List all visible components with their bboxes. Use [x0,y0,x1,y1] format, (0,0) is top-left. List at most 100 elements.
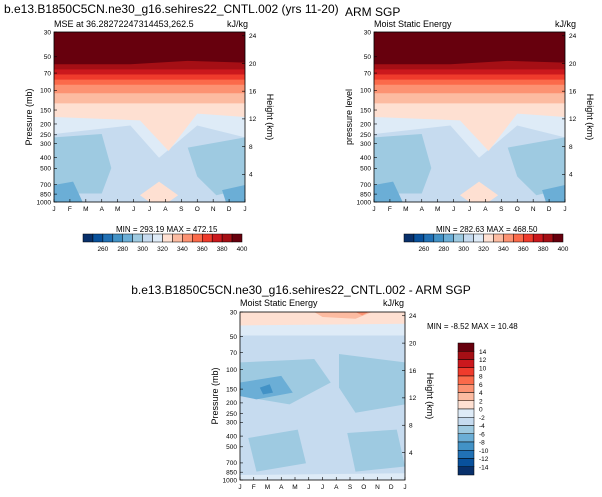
panel-3-colorbar-box [457,417,475,426]
panel-1-x-tick-label: J [132,206,135,213]
panel-3-y2-tick-label: 12 [409,395,417,402]
panel-3-x-tick-label: A [279,484,284,491]
panel-3-y-tick-label: 700 [226,460,237,467]
panel-1-colorbar-label: 340 [177,246,188,253]
panel-2-min-max: MIN = 282.63 MAX = 468.50 [436,225,538,234]
panel-1-y-tick-label: 1000 [37,199,52,206]
panel-3-y-tick-label: 850 [226,470,237,477]
panel-1-colorbar-label: 320 [157,246,168,253]
panel-1-colorbar-box [112,233,123,243]
panel-3-y-tick-label: 500 [226,444,237,451]
panel-3-x-tick-label: J [238,484,241,491]
figure-title-top-left: b.e13.B1850C5CN.ne30_g16.sehires22_CNTL.… [4,2,339,16]
panel-3-y-tick-label: 30 [230,309,238,316]
panel-1-x-tick-label: O [195,206,200,213]
panel-2-contour-region [507,137,565,196]
panel-3-ylabel: Pressure (mb) [210,367,220,424]
panel-3-colorbar-label: -8 [479,440,485,447]
panel-1-colorbar-box [211,233,223,243]
panel-2-x-tick-label: M [403,206,408,213]
panel-1-x-tick-label: J [148,206,151,213]
panel-1-x-tick-label: J [243,206,246,213]
panel-2-colorbar-box [483,233,494,243]
panel-3-left-title: Moist Static Energy [240,298,318,308]
panel-3-contour-region [259,384,273,395]
panel-1-y2-tick-label: 20 [249,61,257,68]
panel-2-x-tick-label: A [420,206,425,213]
panel-1-contour-region [54,96,245,151]
panel-3-x-tick-label: J [307,484,310,491]
panel-1-colorbar-box [162,233,173,243]
panel-3-colorbar-label: 6 [479,382,483,389]
panel-3-y-tick-label: 250 [226,411,237,418]
panel-2-colorbar-label: 380 [538,246,549,253]
panel-2-colorbar-label: 400 [558,246,569,253]
panel-2-x-tick-label: S [499,206,504,213]
panel-2-colorbar-box [513,233,524,243]
panel-2-colorbar-label: 300 [458,246,469,253]
panel-1-y-tick-label: 850 [40,191,51,198]
panel-1-x-tick-label: A [100,206,105,213]
panel-2-colorbar-box [413,233,425,243]
panel-1-colorbar-box [202,233,213,243]
panel-1-x-tick-label: S [179,206,184,213]
panel-1-x-tick-label: F [68,206,72,213]
panel-2-y-tick-label: 100 [360,88,371,95]
panel-3-colorbar-box [457,400,475,410]
panel-2-colorbar-box [493,233,504,243]
panel-1-contour-region [222,185,245,202]
panel-1-colorbar-label: 300 [137,246,148,253]
panel-1-y-tick-label: 100 [40,88,51,95]
panel-3-y-tick-label: 1000 [223,477,238,484]
panel-3-x-tick-label: M [265,484,270,491]
panel-3-y2-tick-label: 20 [409,340,417,347]
panel-3-colorbar-box [457,384,475,393]
panel-2-x-tick-label: N [531,206,536,213]
panel-3-colorbar-label: 14 [479,349,487,356]
panel-3-plot [239,311,406,481]
panel-1-contour-region [54,32,245,65]
panel-3-y-tick-label: 100 [226,367,237,374]
panel-3-contour-region [314,312,372,319]
panel-2-contour-region [374,181,403,202]
panel-1-y-tick-label: 250 [40,132,51,139]
panel-1-x-tick-label: N [211,206,216,213]
panel-2-y2-tick-label: 4 [569,172,573,179]
panel-2-y-tick-label: 850 [360,191,371,198]
panel-3-colorbar-label: -2 [479,415,485,422]
panel-3-colorbar-box [457,351,475,360]
panel-1-y-tick-label: 300 [40,141,51,148]
panel-2-x-tick-label: A [483,206,488,213]
panel-1-colorbar-box [182,233,193,243]
panel-3-x-tick-label: N [375,484,380,491]
panel-2-y2-tick-label: 24 [569,33,577,40]
panel-3-y2-tick-label: 16 [409,368,417,375]
panel-1-plot [53,31,246,203]
panel-3-colorbar-label: 8 [479,374,483,381]
panel-3-colorbar-box [457,466,475,476]
panel-2-y-tick-label: 300 [360,141,371,148]
panel-1-y2-tick-label: 8 [249,144,253,151]
panel-3-x-tick-label: J [321,484,324,491]
panel-3-y-tick-label: 70 [230,350,238,357]
panel-3-x-tick-label: S [348,484,353,491]
panel-2-y2label: Height (km) [585,94,595,141]
panel-3-colorbar-box [457,392,475,401]
panel-3-y-tick-label: 400 [226,433,237,440]
panel-2-y2-tick-label: 8 [569,144,573,151]
panel-1-x-tick-label: J [52,206,55,213]
panel-3-y2label: Height (km) [425,373,435,420]
panel-3-x-tick-label: O [361,484,366,491]
panel-2-colorbar-box [532,233,544,243]
panel-3-x-tick-label: M [292,484,297,491]
panel-2-y-tick-label: 200 [360,121,371,128]
panel-1-colorbar-box [221,233,233,243]
panel-1-colorbar-box [142,233,153,243]
panel-1-colorbar-label: 380 [217,246,228,253]
panel-1-x-tick-label: M [115,206,120,213]
panel-2-left-title: Moist Static Energy [374,19,452,29]
panel-2-contour-region [374,134,432,194]
panel-2-y-tick-label: 500 [360,166,371,173]
panel-1-header: MSE at 36.28272247314453,262.5 kJ/kg [54,17,274,47]
panel-3-colorbar-box [457,342,475,352]
